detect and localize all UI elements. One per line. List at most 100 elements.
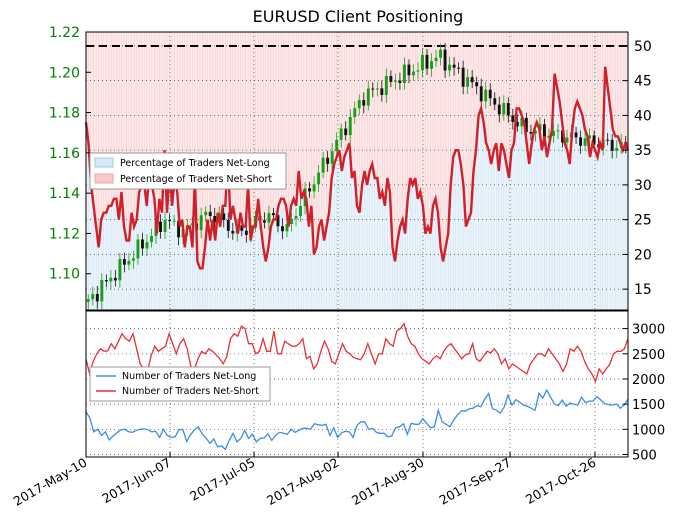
candle-body (145, 242, 149, 249)
bottom-right-tick-label: 1000 (632, 423, 665, 438)
candle-body (452, 64, 456, 68)
candle-body (150, 235, 153, 243)
candle-body (204, 211, 208, 216)
candle-body (466, 77, 470, 87)
candle-body (384, 75, 388, 95)
candle-body (380, 88, 384, 95)
left-tick-label: 1.20 (49, 65, 80, 81)
candle-body (375, 88, 379, 90)
candle-body (285, 223, 289, 232)
top-legend-box (89, 152, 287, 190)
candle-body (348, 117, 352, 136)
candle-body (479, 86, 483, 102)
candle-body (86, 299, 90, 302)
right-tick-label: 45 (634, 74, 652, 90)
candle-body (362, 100, 366, 106)
x-tick-label: 2017-Aug-02 (264, 455, 342, 508)
candle-body (393, 80, 397, 82)
candle-body (113, 277, 117, 281)
candle-body (366, 88, 370, 106)
legend-swatch-net-short (94, 173, 114, 184)
candle-body (448, 64, 452, 71)
x-tick-label: 2017-Jun-07 (99, 455, 173, 506)
candle-body (271, 213, 275, 216)
bottom-axis-ticks: 500 1000 1500 2000 2500 3000 (623, 323, 665, 463)
candle-body (109, 277, 113, 282)
bottom-right-tick-label: 2500 (632, 348, 665, 363)
candle-body (95, 294, 99, 302)
candle-body (122, 259, 126, 265)
bottom-legend-box (89, 366, 271, 402)
left-tick-label: 1.14 (49, 186, 80, 202)
candle-body (547, 136, 551, 138)
x-tick-label: 2017-Jul-05 (187, 455, 257, 504)
candle-body (118, 259, 122, 281)
bottom-panel: 500 1000 1500 2000 2500 3000 Number of Trader… (85, 310, 665, 463)
left-tick-label: 1.22 (49, 25, 80, 41)
top-panel-frame (85, 31, 629, 311)
candle-body (542, 124, 546, 138)
candle-body (226, 219, 230, 231)
candle-body (552, 131, 555, 137)
candle-body (281, 226, 284, 232)
candle-body (136, 239, 140, 259)
x-tick-label: 2017-Sep-27 (436, 455, 513, 508)
legend-label-net-short: Percentage of Traders Net-Short (120, 174, 272, 185)
candle-body (353, 108, 357, 118)
candle-body (520, 117, 524, 127)
candle-body (131, 258, 135, 261)
right-tick-label: 35 (634, 143, 652, 159)
top-legend: Percentage of Traders Net-Long Percentag… (89, 152, 287, 190)
candle-body (276, 215, 280, 227)
candle-body (231, 230, 235, 234)
candle-body (529, 132, 533, 134)
candle-body (484, 89, 488, 102)
right-tick-label: 20 (634, 247, 652, 263)
candle-body (457, 67, 461, 69)
right-tick-label: 25 (634, 213, 652, 229)
candle-body (488, 89, 492, 99)
candle-body (556, 130, 560, 132)
right-axis-ticks: 15 20 25 30 35 40 45 50 (623, 39, 652, 298)
candle-body (317, 172, 321, 185)
legend-label-net-long: Percentage of Traders Net-Long (120, 158, 270, 169)
candle-body (100, 280, 104, 302)
bottom-right-tick-label: 1500 (632, 398, 665, 413)
candle-body (389, 75, 393, 82)
left-tick-label: 1.10 (49, 267, 80, 283)
candle-body (339, 128, 343, 140)
right-tick-label: 50 (634, 39, 652, 55)
candle-body (610, 139, 614, 151)
candle-body (290, 218, 293, 224)
candle-body (425, 54, 429, 69)
candle-body (475, 82, 479, 87)
candle-body (443, 49, 447, 71)
bottom-right-tick-label: 3000 (632, 323, 665, 338)
legend-swatch-net-long (94, 157, 114, 168)
candle-body (533, 130, 537, 134)
candle-body (430, 61, 433, 69)
candle-body (434, 57, 438, 62)
candle-body (159, 221, 162, 232)
legend-label-net-long-count: Number of Traders Net-Long (122, 371, 256, 382)
bottom-legend: Number of Traders Net-Long Number of Tra… (89, 366, 271, 402)
x-axis-labels: 2017-May-10 2017-Jun-07 2017-Jul-05 2017-Au… (11, 452, 599, 509)
candle-body (199, 215, 203, 231)
candle-body (335, 139, 339, 152)
candle-body (592, 135, 596, 145)
candle-body (308, 188, 312, 192)
candle-body (412, 71, 415, 76)
candle-body (371, 88, 375, 90)
candle-body (583, 138, 587, 146)
candle-body (267, 213, 271, 223)
candle-body (588, 135, 592, 139)
left-tick-label: 1.16 (49, 146, 80, 162)
candle-body (294, 216, 298, 219)
candle-body (330, 151, 334, 164)
candle-body (398, 80, 402, 83)
candle-body (141, 239, 144, 249)
right-tick-label: 15 (634, 282, 652, 298)
bottom-right-tick-label: 500 (632, 448, 657, 463)
candle-body (497, 104, 501, 115)
